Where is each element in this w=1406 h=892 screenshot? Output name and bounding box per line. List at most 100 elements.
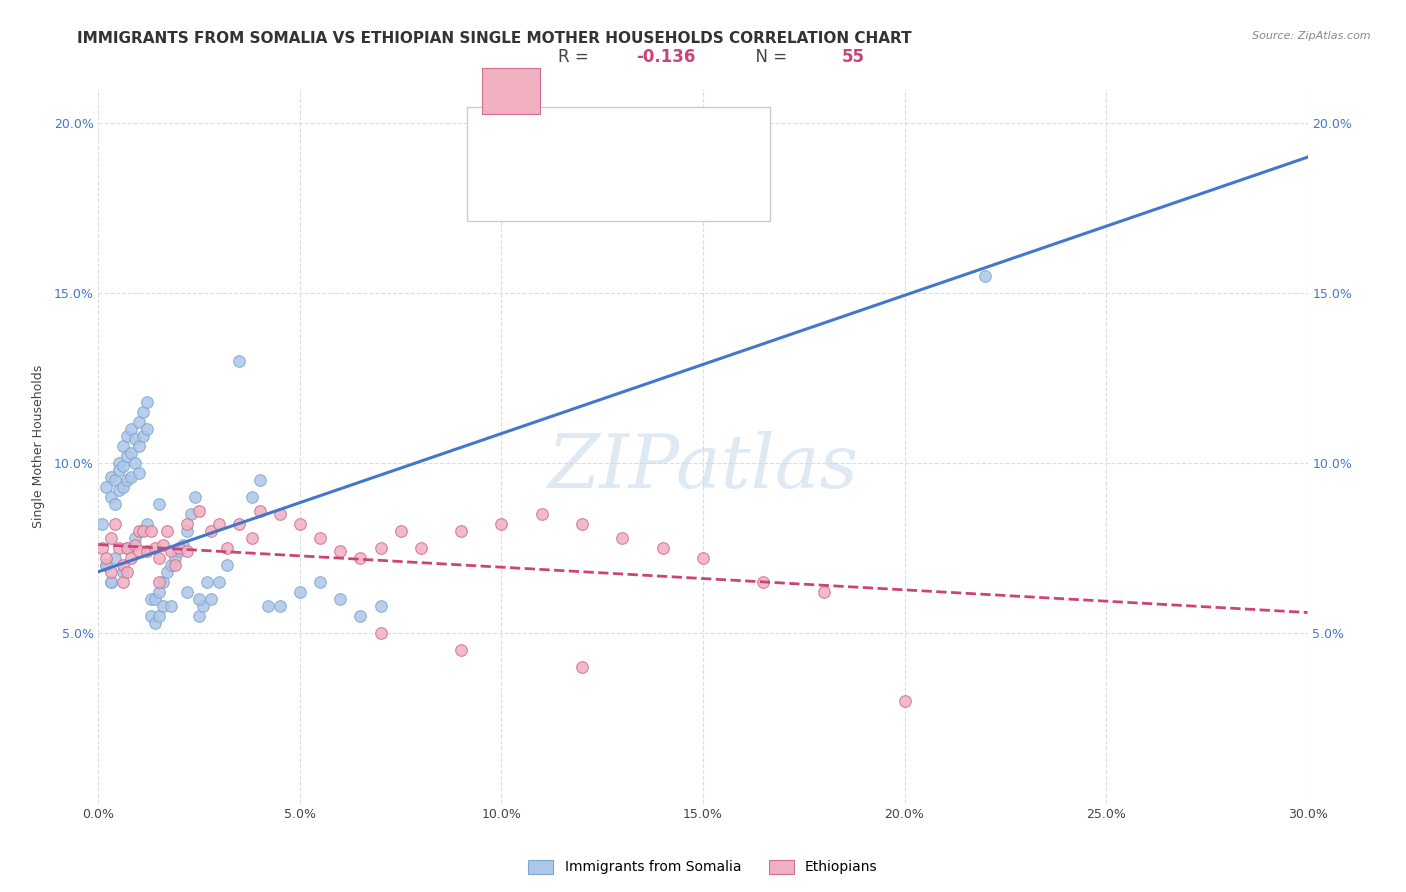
Point: [100, 531, 122, 545]
Point: [120, 446, 142, 460]
Text: Source: ZipAtlas.com: Source: ZipAtlas.com: [1253, 31, 1371, 41]
Point: [152, 599, 174, 613]
Point: [139, 591, 162, 606]
Point: [128, 466, 150, 480]
Point: [148, 585, 170, 599]
Point: [188, 503, 211, 517]
Point: [200, 524, 222, 538]
Point: [96, 551, 118, 566]
Point: [143, 591, 166, 606]
Point: [100, 469, 122, 483]
Point: [152, 537, 174, 551]
Point: [176, 524, 198, 538]
Point: [115, 565, 138, 579]
Text: N =: N =: [745, 48, 793, 66]
Point: [156, 565, 179, 579]
Point: [193, 599, 215, 613]
Point: [309, 531, 332, 545]
Point: [240, 531, 263, 545]
Point: [240, 490, 263, 504]
Point: [176, 517, 198, 532]
Point: [152, 574, 174, 589]
Point: [111, 459, 134, 474]
Point: [100, 490, 122, 504]
Point: [491, 517, 513, 532]
Point: [96, 480, 118, 494]
Point: [195, 574, 218, 589]
Point: [163, 551, 186, 566]
Point: [176, 544, 198, 558]
Text: IMMIGRANTS FROM SOMALIA VS ETHIOPIAN SINGLE MOTHER HOUSEHOLDS CORRELATION CHART: IMMIGRANTS FROM SOMALIA VS ETHIOPIAN SIN…: [77, 31, 912, 46]
Point: [115, 473, 138, 487]
Point: [103, 551, 125, 566]
Point: [100, 574, 122, 589]
Point: [228, 517, 250, 532]
Point: [188, 591, 211, 606]
Point: [208, 517, 231, 532]
Point: [269, 507, 291, 521]
Point: [893, 694, 915, 708]
Point: [228, 354, 250, 368]
Point: [103, 517, 125, 532]
Point: [163, 558, 186, 572]
Text: -0.136: -0.136: [637, 48, 696, 66]
Point: [752, 574, 775, 589]
Point: [115, 541, 138, 555]
Point: [120, 422, 142, 436]
Point: [217, 541, 239, 555]
Point: [974, 269, 997, 284]
Point: [349, 551, 371, 566]
Point: [409, 541, 432, 555]
Text: 55: 55: [842, 48, 865, 66]
Point: [135, 394, 157, 409]
Point: [120, 469, 142, 483]
Point: [115, 429, 138, 443]
Point: [124, 537, 146, 551]
Point: [124, 531, 146, 545]
Point: [128, 439, 150, 453]
Point: [135, 544, 157, 558]
Point: [389, 524, 412, 538]
Point: [530, 507, 553, 521]
FancyBboxPatch shape: [482, 68, 540, 114]
Point: [167, 544, 190, 558]
Point: [370, 541, 392, 555]
Point: [111, 558, 134, 572]
Point: [249, 503, 271, 517]
Point: [370, 599, 392, 613]
Point: [692, 551, 714, 566]
Point: [120, 551, 142, 566]
Point: [450, 643, 472, 657]
Point: [111, 480, 134, 494]
Point: [115, 541, 138, 555]
Point: [184, 490, 207, 504]
Point: [139, 524, 162, 538]
Point: [160, 599, 183, 613]
Point: [103, 473, 125, 487]
Point: [124, 456, 146, 470]
Point: [450, 524, 472, 538]
Point: [349, 608, 371, 623]
Legend: Immigrants from Somalia, Ethiopians: Immigrants from Somalia, Ethiopians: [522, 853, 884, 881]
Point: [143, 541, 166, 555]
Point: [132, 429, 155, 443]
Point: [132, 524, 155, 538]
Point: [107, 541, 129, 555]
Point: [180, 507, 202, 521]
Point: [128, 415, 150, 429]
Point: [329, 544, 352, 558]
Point: [107, 456, 129, 470]
Point: [148, 551, 170, 566]
Point: [111, 565, 134, 579]
Point: [111, 574, 134, 589]
Point: [269, 599, 291, 613]
Point: [135, 517, 157, 532]
Point: [329, 591, 352, 606]
Point: [148, 574, 170, 589]
Point: [107, 483, 129, 498]
Point: [571, 660, 593, 674]
Y-axis label: Single Mother Households: Single Mother Households: [32, 364, 45, 528]
Point: [128, 524, 150, 538]
Point: [115, 449, 138, 463]
Point: [148, 608, 170, 623]
